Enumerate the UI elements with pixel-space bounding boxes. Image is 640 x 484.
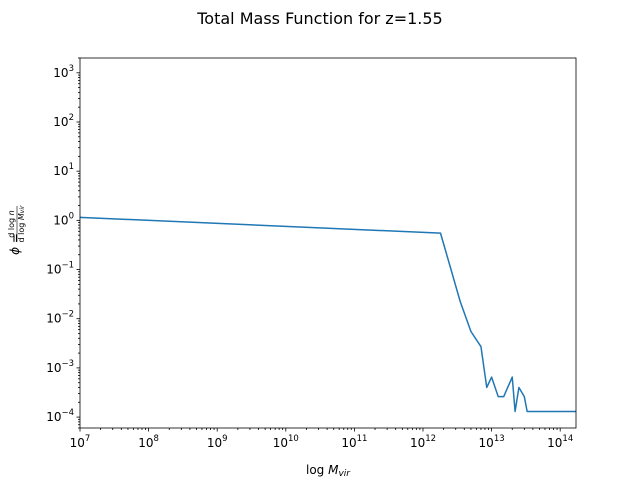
y-tick-label: 10−4 <box>46 408 74 424</box>
x-tick-label: 1014 <box>547 434 573 450</box>
chart-title: Total Mass Function for z=1.55 <box>196 9 442 28</box>
x-tick-label: 1011 <box>341 434 367 450</box>
y-tick-label: 101 <box>53 162 74 178</box>
y-tick-label: 100 <box>53 211 74 227</box>
y-tick-label: 102 <box>53 113 74 129</box>
y-tick-label: 10−1 <box>46 261 74 277</box>
x-tick-label: 107 <box>70 434 91 450</box>
svg-text:d log n: d log n <box>7 210 16 237</box>
x-tick-label: 108 <box>138 434 159 450</box>
svg-text:d log Mvir: d log Mvir <box>17 205 26 242</box>
plot-frame <box>79 57 577 429</box>
x-tick-label: 1010 <box>273 434 299 450</box>
x-tick-label: 109 <box>207 434 228 450</box>
svg-text:ϕ =: ϕ = <box>8 233 22 255</box>
y-axis-label: ϕ = d log n d log Mvir <box>7 205 26 255</box>
y-tick-label: 103 <box>53 64 74 80</box>
x-tick-label: 1013 <box>479 434 505 450</box>
series-line-0 <box>79 216 576 413</box>
y-tick-label: 10−2 <box>46 310 74 326</box>
plot-area: 107 108 109 1010 1011 1012 1013 1014 10−4 10−3 10−… <box>46 57 577 450</box>
x-tick-label: 1012 <box>410 434 436 450</box>
y-tick-label: 10−3 <box>46 359 74 375</box>
x-axis-label: log Mvir <box>306 463 351 479</box>
